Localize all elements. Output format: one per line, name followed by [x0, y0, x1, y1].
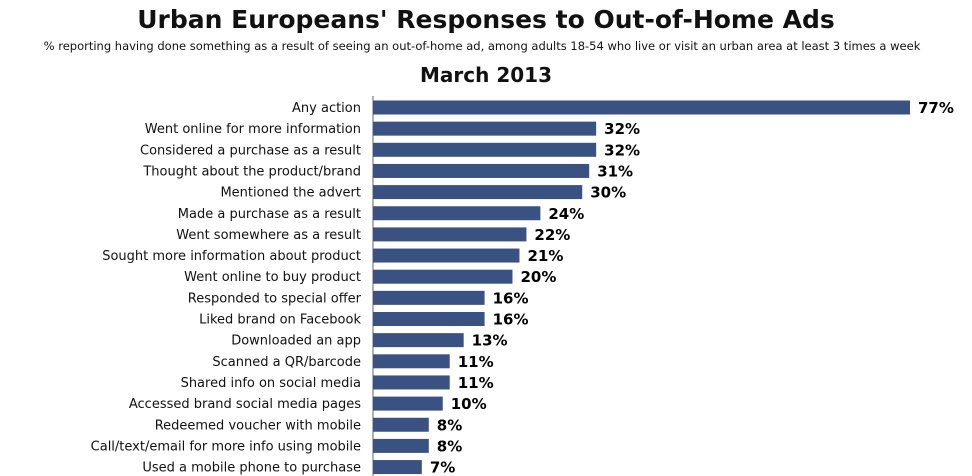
category-label: Went somewhere as a result — [176, 228, 361, 243]
value-label: 32% — [604, 120, 640, 138]
category-label: Thought about the product/brand — [142, 164, 361, 179]
category-label: Went online for more information — [145, 122, 361, 137]
category-label: Downloaded an app — [231, 334, 361, 349]
value-label: 32% — [604, 141, 640, 159]
bar — [373, 312, 485, 326]
category-label: Responded to special offer — [188, 291, 362, 306]
value-label: 11% — [458, 353, 494, 371]
value-label: 30% — [590, 184, 626, 202]
category-label: Made a purchase as a result — [178, 207, 361, 222]
bar — [373, 354, 450, 369]
value-label: 13% — [472, 332, 508, 350]
bar — [373, 396, 443, 411]
value-label: 24% — [548, 205, 584, 223]
category-label: Any action — [292, 101, 361, 116]
value-label: 11% — [458, 374, 494, 392]
bar — [373, 142, 597, 157]
value-label: 16% — [493, 289, 529, 307]
category-label: Considered a purchase as a result — [140, 143, 361, 158]
bar — [373, 100, 910, 115]
chart-period: March 2013 — [420, 63, 552, 87]
bar — [373, 375, 450, 390]
bar — [373, 269, 513, 284]
bar — [373, 227, 527, 242]
bar — [373, 248, 520, 263]
category-label: Scanned a QR/barcode — [212, 355, 361, 370]
category-label: Redeemed voucher with mobile — [155, 418, 361, 433]
value-label: 77% — [918, 99, 954, 117]
bar — [373, 333, 464, 348]
category-label: Sought more information about product — [102, 249, 361, 264]
bar — [373, 206, 541, 221]
bars-layer: Any action 77% Went online for more inform… — [91, 99, 954, 476]
value-label: 16% — [493, 311, 529, 329]
value-label: 31% — [597, 162, 633, 180]
value-label: 8% — [437, 437, 462, 455]
value-label: 21% — [527, 247, 563, 265]
value-label: 8% — [437, 416, 462, 434]
category-label: Accessed brand social media pages — [129, 397, 361, 412]
bar — [373, 438, 429, 453]
category-label: Used a mobile phone to purchase — [142, 461, 361, 476]
value-label: 7% — [430, 459, 455, 476]
chart-title: Urban Europeans' Responses to Out-of-Hom… — [137, 5, 835, 34]
value-label: 22% — [534, 226, 570, 244]
bar — [373, 121, 597, 136]
bar — [373, 417, 429, 432]
category-label: Call/text/email for more info using mobi… — [91, 439, 361, 454]
bar — [373, 460, 422, 475]
bar — [373, 290, 485, 305]
category-label: Shared info on social media — [181, 376, 361, 391]
chart-subtitle: % reporting having done something as a r… — [43, 39, 921, 53]
value-label: 10% — [451, 395, 487, 413]
category-label: Mentioned the advert — [220, 186, 361, 201]
category-label: Liked brand on Facebook — [199, 313, 361, 328]
category-label: Went online to buy product — [184, 270, 361, 285]
bar — [373, 185, 583, 200]
bar — [373, 163, 590, 178]
value-label: 20% — [520, 268, 556, 286]
